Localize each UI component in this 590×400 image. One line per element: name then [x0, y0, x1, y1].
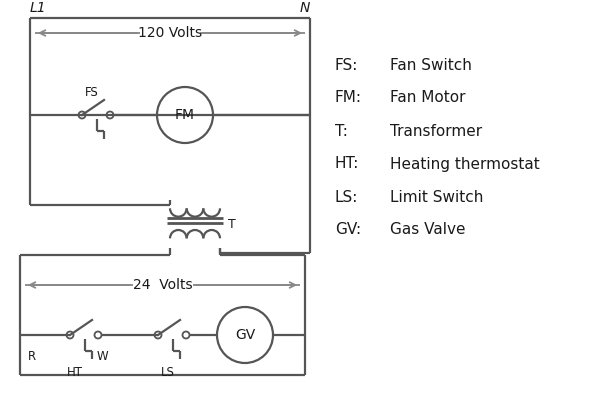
Text: HT:: HT:: [335, 156, 359, 172]
Text: FS: FS: [85, 86, 99, 100]
Text: FS:: FS:: [335, 58, 358, 72]
Text: 120 Volts: 120 Volts: [138, 26, 202, 40]
Text: LS:: LS:: [335, 190, 358, 204]
Text: Fan Motor: Fan Motor: [390, 90, 466, 106]
Text: 24  Volts: 24 Volts: [133, 278, 192, 292]
Text: T: T: [228, 218, 236, 230]
Text: R: R: [28, 350, 36, 364]
Text: T:: T:: [335, 124, 348, 138]
Text: N: N: [300, 1, 310, 15]
Text: FM: FM: [175, 108, 195, 122]
Text: HT: HT: [67, 366, 83, 380]
Text: Gas Valve: Gas Valve: [390, 222, 466, 238]
Text: Fan Switch: Fan Switch: [390, 58, 472, 72]
Text: GV: GV: [235, 328, 255, 342]
Text: LS: LS: [161, 366, 175, 380]
Text: FM:: FM:: [335, 90, 362, 106]
Text: Transformer: Transformer: [390, 124, 482, 138]
Text: L1: L1: [30, 1, 47, 15]
Text: W: W: [96, 350, 108, 364]
Text: Limit Switch: Limit Switch: [390, 190, 483, 204]
Text: GV:: GV:: [335, 222, 361, 238]
Text: Heating thermostat: Heating thermostat: [390, 156, 540, 172]
